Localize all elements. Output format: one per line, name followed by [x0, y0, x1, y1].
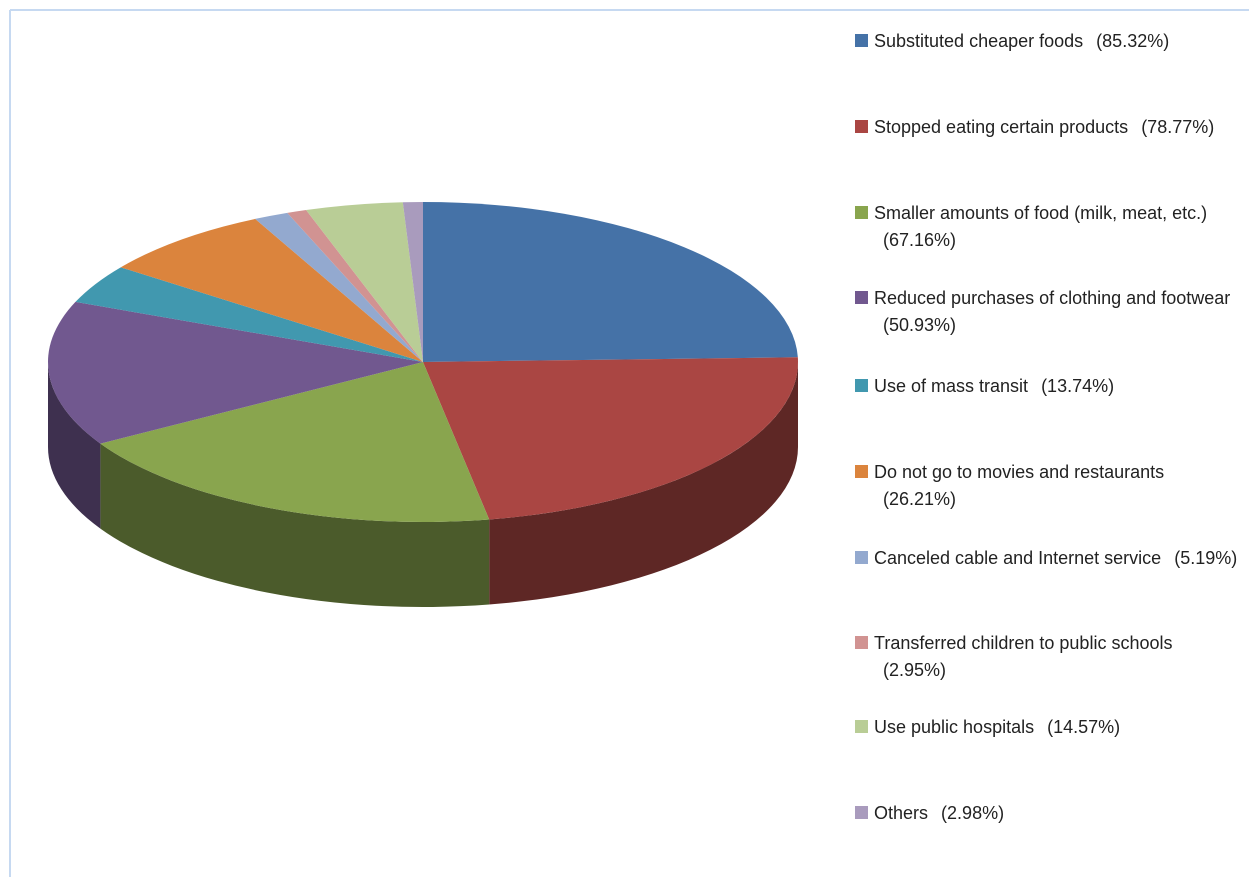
pie-slice: [423, 357, 798, 520]
legend-value-label: (5.19%): [1174, 548, 1238, 568]
legend-value-label: (85.32%): [1096, 31, 1170, 51]
pie-slice: [100, 362, 490, 522]
legend-item: Canceled cable and Internet service (5.1…: [855, 545, 1247, 572]
legend-label: Canceled cable and Internet service: [874, 548, 1162, 568]
legend-label: Reduced purchases of clothing and footwe…: [874, 288, 1231, 308]
pie-slice: [255, 212, 423, 362]
legend-value-label: (50.93%): [883, 315, 957, 335]
legend-value-label: (26.21%): [883, 489, 957, 509]
legend-item: Reduced purchases of clothing and footwe…: [855, 285, 1247, 339]
pie-slice: [306, 202, 423, 362]
legend-item: Stopped eating certain products (78.77%): [855, 114, 1247, 141]
legend-item: Others (2.98%): [855, 800, 1247, 827]
legend-value-label: (2.95%): [883, 660, 947, 680]
legend-swatch: [855, 551, 868, 564]
legend-label: Do not go to movies and restaurants: [874, 462, 1165, 482]
pie-slice: [402, 202, 423, 362]
legend-item: Use of mass transit (13.74%): [855, 373, 1247, 400]
legend-swatch: [855, 379, 868, 392]
legend-item: Do not go to movies and restaurants (26.…: [855, 459, 1247, 513]
legend-value-label: (14.57%): [1047, 717, 1121, 737]
legend-label: Transferred children to public schools: [874, 633, 1173, 653]
legend-item: Use public hospitals (14.57%): [855, 714, 1247, 741]
pie-slice: [423, 202, 798, 362]
legend-swatch: [855, 720, 868, 733]
legend-label: Smaller amounts of food (milk, meat, etc…: [874, 203, 1208, 223]
legend-swatch: [855, 206, 868, 219]
slice-side: [489, 362, 798, 605]
legend-item: Substituted cheaper foods (85.32%): [855, 28, 1247, 55]
legend-label: Stopped eating certain products: [874, 117, 1129, 137]
slice-side: [48, 362, 101, 529]
legend-swatch: [855, 34, 868, 47]
pie-slice: [47, 301, 423, 444]
legend-item: Smaller amounts of food (milk, meat, etc…: [855, 200, 1247, 254]
legend-label: Use public hospitals: [874, 717, 1035, 737]
legend-item: Transferred children to public schools (…: [855, 630, 1247, 684]
legend-swatch: [855, 465, 868, 478]
pie-slice: [120, 218, 423, 362]
pie-slice: [75, 267, 424, 362]
legend-label: Substituted cheaper foods: [874, 31, 1084, 51]
legend-label: Others: [874, 803, 929, 823]
legend-value-label: (67.16%): [883, 230, 957, 250]
legend-swatch: [855, 636, 868, 649]
legend-swatch: [855, 806, 868, 819]
pie-slice: [287, 209, 423, 362]
legend-value-label: (2.98%): [941, 803, 1005, 823]
legend-value-label: (78.77%): [1141, 117, 1215, 137]
legend-swatch: [855, 291, 868, 304]
slice-side: [100, 443, 490, 607]
legend-label: Use of mass transit: [874, 376, 1029, 396]
legend-swatch: [855, 120, 868, 133]
legend-value-label: (13.74%): [1041, 376, 1115, 396]
